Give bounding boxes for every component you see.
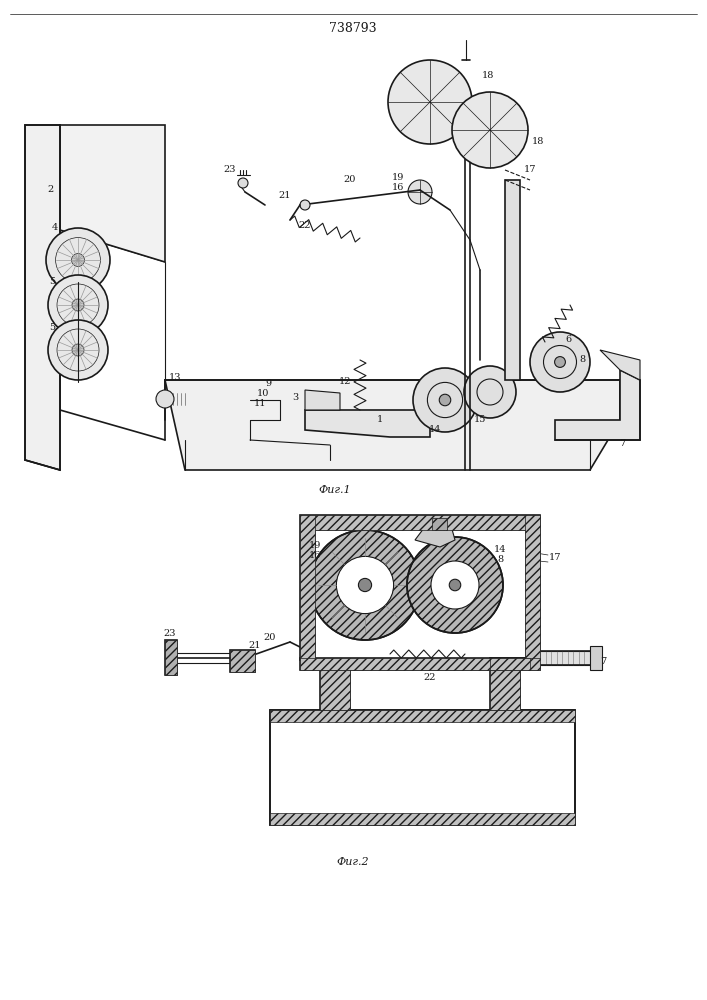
Text: Фиг.2: Фиг.2 bbox=[337, 857, 369, 867]
Text: 16: 16 bbox=[392, 184, 404, 192]
Polygon shape bbox=[555, 370, 640, 440]
Bar bbox=[270, 710, 575, 722]
Circle shape bbox=[554, 357, 566, 367]
Polygon shape bbox=[165, 380, 620, 470]
Bar bbox=[300, 515, 540, 660]
Text: 4: 4 bbox=[52, 224, 58, 232]
Bar bbox=[230, 650, 255, 672]
Circle shape bbox=[48, 275, 108, 335]
Circle shape bbox=[358, 578, 372, 592]
Bar bbox=[535, 651, 595, 665]
Text: 19: 19 bbox=[309, 540, 321, 550]
Text: 738793: 738793 bbox=[329, 21, 377, 34]
Bar bbox=[320, 670, 350, 710]
Text: Фиг.1: Фиг.1 bbox=[319, 485, 351, 495]
Text: 14: 14 bbox=[493, 546, 506, 554]
Text: 15: 15 bbox=[474, 416, 486, 424]
Bar bbox=[300, 658, 540, 670]
Bar bbox=[590, 646, 602, 670]
Circle shape bbox=[388, 60, 472, 144]
Text: 14: 14 bbox=[428, 426, 441, 434]
Text: 18: 18 bbox=[532, 137, 544, 146]
Bar bbox=[165, 640, 177, 675]
Text: 5: 5 bbox=[49, 322, 55, 332]
Circle shape bbox=[310, 530, 420, 640]
Polygon shape bbox=[25, 125, 60, 470]
Circle shape bbox=[439, 394, 451, 406]
Text: 5: 5 bbox=[49, 277, 55, 286]
Bar bbox=[300, 515, 315, 660]
Text: 20: 20 bbox=[344, 176, 356, 184]
Text: 19: 19 bbox=[392, 174, 404, 182]
Text: 8: 8 bbox=[497, 556, 503, 564]
Bar bbox=[270, 710, 575, 825]
Text: 20: 20 bbox=[264, 634, 276, 643]
Circle shape bbox=[407, 537, 503, 633]
Text: 22: 22 bbox=[299, 221, 311, 230]
Bar bbox=[432, 518, 447, 530]
Text: 2: 2 bbox=[47, 186, 53, 194]
Polygon shape bbox=[600, 350, 640, 380]
Text: 18: 18 bbox=[481, 70, 494, 80]
Text: 16: 16 bbox=[309, 550, 321, 560]
Bar bbox=[165, 640, 177, 675]
Text: 17: 17 bbox=[524, 165, 536, 174]
Bar bbox=[300, 515, 540, 530]
Circle shape bbox=[48, 320, 108, 380]
Circle shape bbox=[464, 366, 516, 418]
Bar bbox=[535, 651, 595, 665]
Circle shape bbox=[46, 228, 110, 292]
Circle shape bbox=[156, 390, 174, 408]
Bar bbox=[490, 658, 530, 670]
Text: 9: 9 bbox=[265, 378, 271, 387]
Circle shape bbox=[337, 556, 394, 614]
Bar bbox=[300, 658, 540, 670]
Bar bbox=[490, 658, 530, 670]
Bar bbox=[315, 530, 525, 660]
Text: 7: 7 bbox=[600, 658, 606, 666]
Text: 7: 7 bbox=[619, 440, 625, 448]
Circle shape bbox=[243, 653, 253, 663]
Circle shape bbox=[413, 368, 477, 432]
Text: 23: 23 bbox=[164, 630, 176, 639]
Circle shape bbox=[300, 200, 310, 210]
Text: 1: 1 bbox=[377, 416, 383, 424]
Circle shape bbox=[238, 178, 248, 188]
Bar bbox=[270, 813, 575, 825]
Text: 22: 22 bbox=[423, 672, 436, 682]
Circle shape bbox=[72, 344, 84, 356]
Text: 8: 8 bbox=[579, 356, 585, 364]
Text: 23: 23 bbox=[223, 165, 236, 174]
Text: 6: 6 bbox=[565, 336, 571, 344]
Bar bbox=[490, 670, 520, 710]
Bar bbox=[270, 710, 575, 825]
Text: 3: 3 bbox=[292, 392, 298, 401]
Circle shape bbox=[408, 180, 432, 204]
Text: 21: 21 bbox=[279, 190, 291, 200]
Bar bbox=[490, 670, 520, 710]
Text: 12: 12 bbox=[339, 377, 351, 386]
Bar bbox=[230, 650, 255, 672]
Text: 11: 11 bbox=[254, 399, 267, 408]
Circle shape bbox=[452, 92, 528, 168]
Circle shape bbox=[449, 579, 461, 591]
Circle shape bbox=[72, 299, 84, 311]
Circle shape bbox=[71, 254, 84, 266]
Text: 13: 13 bbox=[169, 373, 181, 382]
Text: 10: 10 bbox=[257, 388, 269, 397]
Circle shape bbox=[530, 332, 590, 392]
Bar bbox=[320, 670, 350, 710]
Bar bbox=[505, 180, 520, 380]
Polygon shape bbox=[415, 520, 455, 547]
Text: 17: 17 bbox=[549, 554, 561, 562]
Text: 21: 21 bbox=[249, 642, 262, 650]
Circle shape bbox=[431, 561, 479, 609]
Polygon shape bbox=[305, 410, 430, 437]
Polygon shape bbox=[305, 390, 340, 410]
Bar bbox=[525, 515, 540, 660]
Polygon shape bbox=[60, 125, 165, 262]
